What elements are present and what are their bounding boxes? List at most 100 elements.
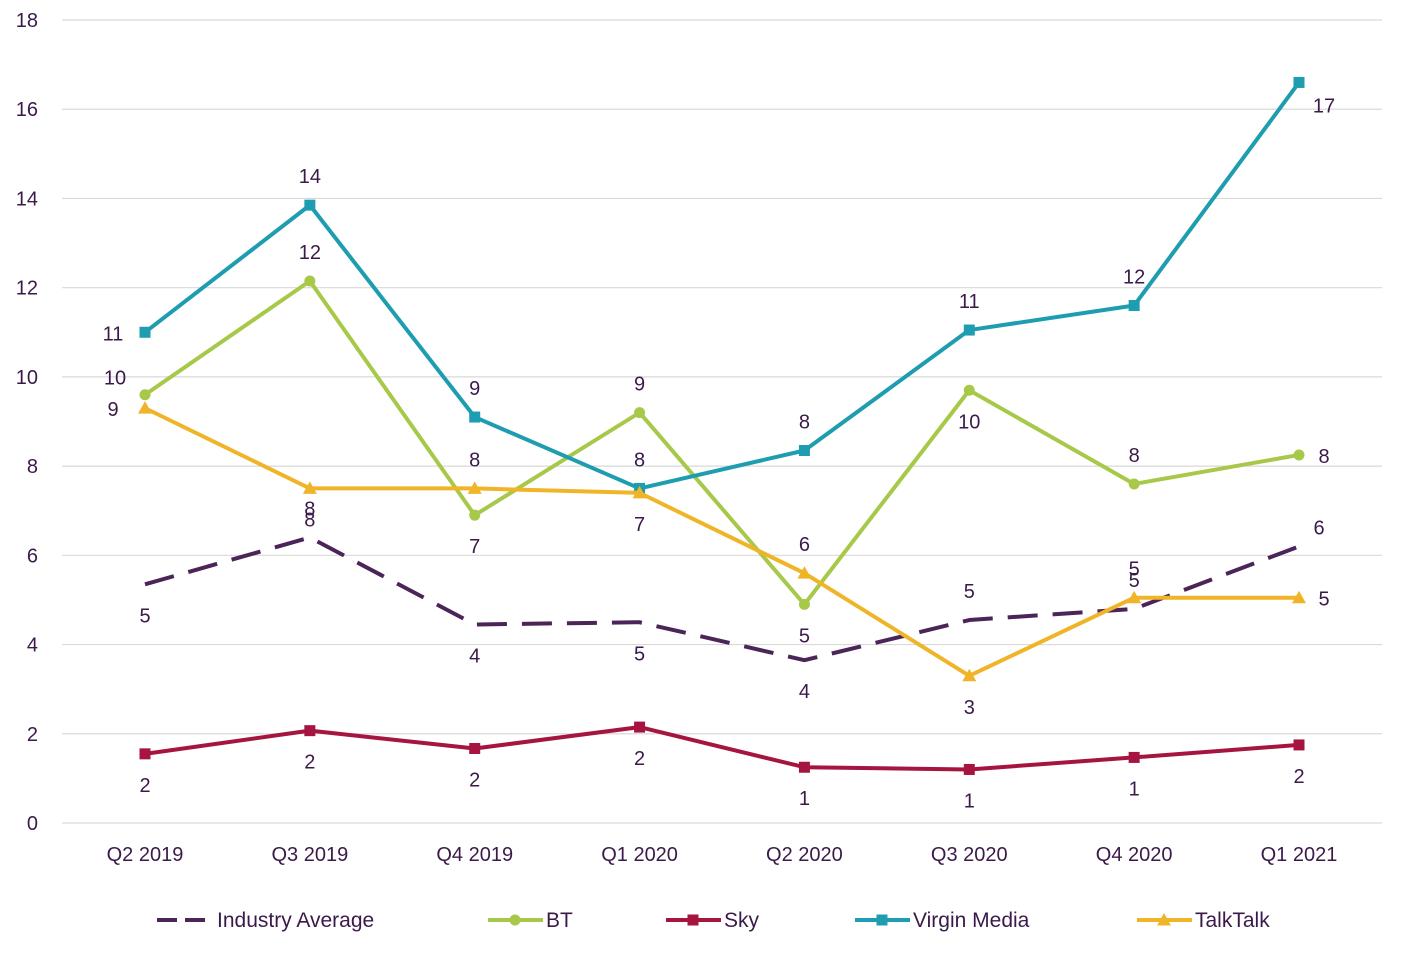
point-talktalk: [1292, 590, 1306, 604]
x-axis-tick-labels: Q2 2019 Q3 2019 Q4 2019 Q1 2020 Q2 2020 Q3 20…: [107, 844, 1338, 866]
series-line-bt: [143, 278, 1301, 607]
series-line-virgin: [143, 80, 1301, 491]
y-tick-label: 14: [16, 188, 38, 210]
data-label-industry: 5: [634, 643, 645, 665]
data-label-industry: 6: [1313, 517, 1324, 539]
x-tick-label: Q4 2020: [1096, 844, 1173, 866]
y-tick-label: 4: [27, 635, 38, 657]
point-talktalk: [962, 668, 977, 682]
point-talktalk: [1127, 590, 1142, 604]
point-bt: [469, 509, 481, 521]
data-label-industry: 4: [469, 645, 480, 667]
point-sky: [139, 748, 151, 760]
point-talktalk: [467, 481, 482, 494]
point-sky: [304, 725, 316, 737]
x-tick-label: Q1 2020: [601, 844, 678, 866]
point-talktalk: [138, 401, 152, 414]
series-lines: [138, 76, 1306, 775]
legend: Industry Average BT Sky Virgin Media TalkTal…: [157, 909, 1270, 932]
x-tick-label: Q3 2019: [271, 844, 348, 866]
point-sky: [634, 721, 646, 733]
point-bt: [139, 389, 151, 401]
legend-label-industry: Industry Average: [217, 909, 374, 932]
y-tick-label: 6: [27, 545, 38, 567]
data-label-industry: 8: [304, 498, 315, 520]
data-label-bt: 9: [634, 374, 645, 396]
data-label-bt: 10: [104, 368, 126, 390]
data-label-bt: 8: [1129, 445, 1140, 467]
legend-item-bt: BT: [488, 909, 573, 932]
legend-label-sky: Sky: [724, 909, 760, 932]
data-label-talktalk: 8: [469, 449, 480, 471]
data-label-sky: 2: [634, 748, 645, 770]
legend-marker-sky: [687, 914, 699, 926]
data-label-virgin: 8: [634, 449, 645, 471]
point-sky: [1128, 751, 1140, 763]
legend-label-virgin: Virgin Media: [913, 909, 1030, 932]
point-bt: [1128, 478, 1140, 490]
point-virgin: [1293, 76, 1305, 88]
data-label-talktalk: 5: [1318, 589, 1329, 611]
y-tick-label: 2: [27, 724, 38, 746]
x-tick-label: Q2 2019: [107, 844, 184, 866]
data-label-bt: 8: [1318, 446, 1329, 468]
x-tick-label: Q4 2019: [436, 844, 513, 866]
legend-marker-virgin: [876, 914, 888, 926]
data-label-industry: 4: [799, 681, 810, 703]
data-label-virgin: 11: [103, 323, 124, 345]
series-bt: [139, 275, 1305, 610]
point-virgin: [963, 324, 975, 336]
legend-marker-bt: [509, 914, 521, 926]
y-axis-tick-labels: 0 2 4 6 8 10 12 14 16 18: [16, 10, 38, 835]
y-tick-label: 12: [16, 278, 38, 300]
data-label-industry: 5: [1129, 570, 1140, 592]
data-label-talktalk: 8: [304, 509, 315, 531]
point-virgin: [798, 444, 810, 456]
data-label-talktalk: 6: [799, 534, 810, 556]
point-virgin: [304, 199, 316, 211]
data-label-virgin: 12: [1123, 267, 1145, 289]
legend-label-talktalk: TalkTalk: [1195, 909, 1270, 932]
y-tick-label: 0: [27, 813, 38, 835]
point-sky: [963, 763, 975, 775]
point-bt: [1293, 449, 1305, 461]
data-label-talktalk: 3: [964, 697, 975, 719]
legend-label-bt: BT: [546, 909, 573, 932]
data-label-sky: 1: [1129, 778, 1140, 800]
series-line-sky: [143, 725, 1301, 772]
legend-item-sky: Sky: [666, 909, 760, 932]
point-bt: [304, 275, 316, 287]
data-label-talktalk: 5: [1129, 559, 1140, 581]
series-talktalk: [138, 401, 1306, 682]
data-label-sky: 2: [1293, 766, 1304, 788]
point-virgin: [1128, 300, 1140, 312]
data-label-virgin: 11: [959, 291, 980, 313]
data-label-virgin: 9: [469, 378, 480, 400]
series-sky: [139, 721, 1305, 775]
point-talktalk: [302, 481, 317, 494]
point-virgin: [139, 326, 151, 338]
data-label-sky: 1: [964, 790, 975, 812]
data-label-bt: 7: [469, 536, 480, 558]
y-tick-label: 10: [16, 367, 38, 389]
legend-item-talktalk: TalkTalk: [1137, 909, 1270, 932]
y-tick-label: 18: [16, 10, 38, 32]
point-sky: [469, 742, 481, 754]
gridlines: [62, 19, 1382, 824]
point-bt: [963, 384, 975, 396]
legend-item-industry: Industry Average: [157, 909, 374, 932]
data-label-virgin: 17: [1313, 95, 1335, 117]
x-tick-label: Q3 2020: [931, 844, 1008, 866]
point-talktalk: [797, 566, 812, 579]
data-label-industry: 5: [964, 581, 975, 603]
point-sky: [1293, 739, 1305, 751]
data-label-virgin: 14: [299, 166, 321, 188]
data-label-talktalk: 7: [634, 514, 645, 536]
legend-item-virgin: Virgin Media: [855, 909, 1030, 932]
x-tick-label: Q2 2020: [766, 844, 843, 866]
series-line-talktalk: [143, 406, 1301, 678]
data-label-sky: 1: [799, 788, 810, 810]
data-label-sky: 2: [469, 769, 480, 791]
